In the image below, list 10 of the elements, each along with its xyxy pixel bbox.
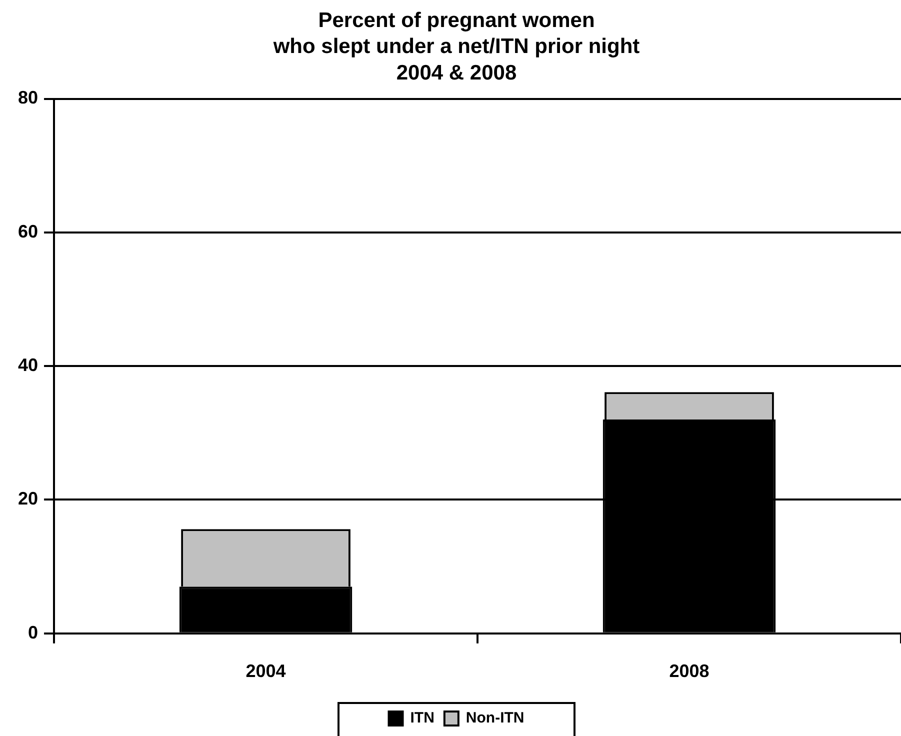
x-tick-label: 2008 bbox=[669, 661, 710, 682]
y-tick-label: 40 bbox=[18, 355, 38, 376]
y-tick-label: 80 bbox=[18, 88, 38, 108]
legend-label: ITN bbox=[410, 710, 434, 727]
y-tick-label: 20 bbox=[18, 488, 38, 509]
legend-label: Non-ITN bbox=[466, 710, 524, 727]
x-tick-label: 2004 bbox=[246, 661, 286, 682]
y-tick-label: 60 bbox=[18, 221, 38, 242]
y-tick-label: 0 bbox=[28, 622, 38, 642]
chart-title: Percent of pregnant women who slept under a net/ITN prior night 2004 & 2008 bbox=[272, 8, 640, 84]
